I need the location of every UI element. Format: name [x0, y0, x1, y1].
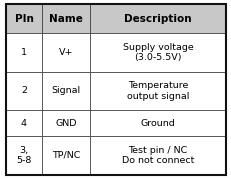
Text: Temperature
output signal: Temperature output signal: [126, 81, 188, 101]
Text: V+: V+: [58, 48, 73, 57]
Bar: [6, 110, 42, 136]
Bar: [42, 4, 89, 33]
Text: Test pin / NC
Do not connect: Test pin / NC Do not connect: [121, 146, 193, 165]
Bar: [89, 4, 225, 33]
Text: 2: 2: [21, 86, 27, 95]
Bar: [42, 72, 89, 110]
Bar: [6, 33, 42, 72]
Text: Supply voltage
(3.0-5.5V): Supply voltage (3.0-5.5V): [122, 43, 192, 62]
Text: Ground: Ground: [140, 118, 174, 128]
Text: Name: Name: [49, 14, 82, 24]
Text: Signal: Signal: [51, 86, 80, 95]
Text: GND: GND: [55, 118, 76, 128]
Text: 1: 1: [21, 48, 27, 57]
Bar: [42, 33, 89, 72]
Bar: [6, 72, 42, 110]
Bar: [6, 136, 42, 175]
Bar: [42, 136, 89, 175]
Text: 4: 4: [21, 118, 27, 128]
Bar: [89, 33, 225, 72]
Bar: [89, 110, 225, 136]
Bar: [89, 136, 225, 175]
Text: PIn: PIn: [15, 14, 33, 24]
Text: TP/NC: TP/NC: [52, 151, 80, 160]
Bar: [6, 4, 42, 33]
Bar: [89, 72, 225, 110]
Bar: [42, 110, 89, 136]
Text: Description: Description: [124, 14, 191, 24]
Text: 3,
5-8: 3, 5-8: [16, 146, 32, 165]
